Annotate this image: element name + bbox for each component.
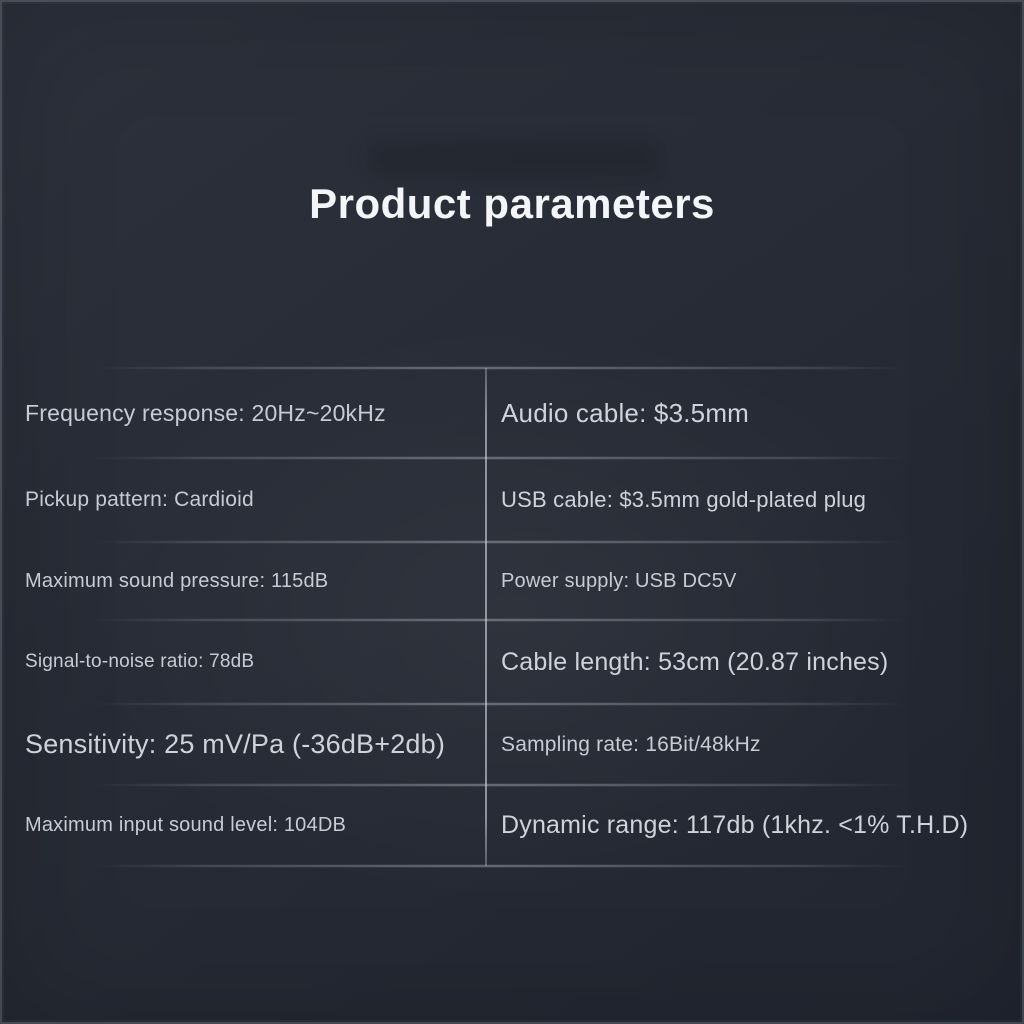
spec-pickup-pattern: Pickup pattern: Cardioid [25, 488, 254, 511]
table-row: Signal-to-noise ratio: 78dB Cable length… [0, 620, 1024, 704]
row-divider [92, 703, 908, 705]
table-row: Maximum input sound level: 104DB Dynamic… [0, 785, 1024, 866]
table-row: Frequency response: 20Hz~20kHz Audio cab… [0, 368, 1024, 458]
table-row: Maximum sound pressure: 115dB Power supp… [0, 542, 1024, 620]
page-title: Product parameters [309, 180, 715, 227]
spec-audio-cable: Audio cable: $3.5mm [501, 397, 750, 428]
table-row: Sensitivity: 25 mV/Pa (-36dB+2db) Sampli… [0, 704, 1024, 785]
spec-power-supply: Power supply: USB DC5V [501, 569, 737, 592]
spec-usb-cable: USB cable: $3.5mm gold-plated plug [501, 487, 867, 512]
spec-cable-length: Cable length: 53cm (20.87 inches) [501, 647, 889, 676]
table-row: Pickup pattern: Cardioid USB cable: $3.5… [0, 458, 1024, 542]
spec-table: Frequency response: 20Hz~20kHz Audio cab… [0, 367, 1024, 867]
column-divider [485, 368, 487, 866]
row-divider [92, 784, 908, 786]
row-divider [92, 541, 908, 543]
spec-frequency-response: Frequency response: 20Hz~20kHz [25, 399, 386, 426]
spec-dynamic-range: Dynamic range: 117db (1khz. <1% T.H.D) [501, 811, 969, 839]
row-divider [92, 865, 908, 867]
row-divider [92, 619, 908, 621]
spec-signal-to-noise: Signal-to-noise ratio: 78dB [25, 651, 255, 672]
spec-max-input-sound-level: Maximum input sound level: 104DB [25, 814, 346, 836]
ghost-watermark [368, 142, 658, 176]
row-divider [92, 367, 908, 369]
spec-sampling-rate: Sampling rate: 16Bit/48kHz [501, 732, 761, 756]
spec-max-sound-pressure: Maximum sound pressure: 115dB [25, 569, 329, 592]
row-divider [92, 457, 908, 459]
spec-sensitivity: Sensitivity: 25 mV/Pa (-36dB+2db) [25, 729, 446, 759]
